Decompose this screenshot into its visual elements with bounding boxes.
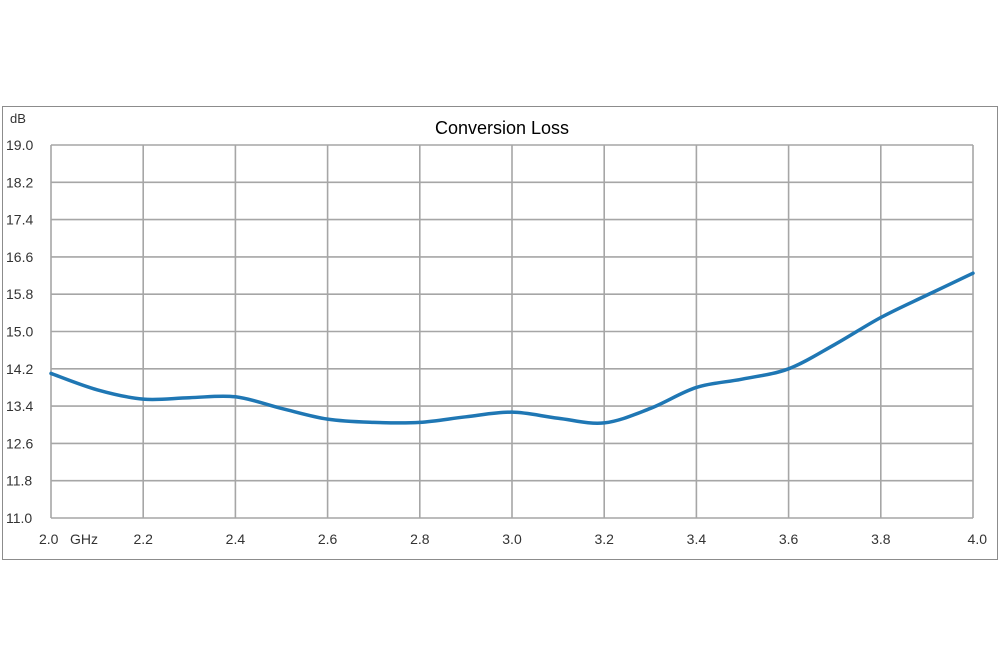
y-tick-label: 14.2: [6, 361, 33, 377]
chart-title: Conversion Loss: [435, 118, 569, 138]
y-tick-label: 11.8: [6, 473, 32, 489]
y-tick-label: 15.0: [6, 324, 33, 340]
y-tick-label: 17.4: [6, 212, 33, 228]
x-axis-unit: GHz: [70, 531, 98, 547]
x-tick-label: 2.4: [226, 531, 246, 547]
y-tick-label: 11.0: [6, 510, 32, 526]
x-tick-labels: 2.0 2.2 2.4 2.6 2.8 3.0 3.2 3.4 3.6 3.8 4.0: [39, 531, 987, 547]
x-tick-label: 2.8: [410, 531, 430, 547]
x-tick-label: 2.0: [39, 531, 59, 547]
y-tick-label: 15.8: [6, 286, 33, 302]
conversion-loss-chart: 19.0 18.2 17.4 16.6 15.8 15.0 14.2 13.4 12.6 11.8…: [6, 111, 987, 547]
x-tick-label: 3.0: [502, 531, 522, 547]
y-tick-labels: 19.0 18.2 17.4 16.6 15.8 15.0 14.2 13.4 12.6 11.8…: [6, 137, 33, 526]
x-tick-label: 3.4: [687, 531, 707, 547]
y-tick-label: 19.0: [6, 137, 33, 153]
x-tick-label: 4.0: [968, 531, 988, 547]
y-tick-label: 12.6: [6, 435, 33, 451]
y-tick-label: 18.2: [6, 174, 33, 190]
y-tick-label: 13.4: [6, 398, 33, 414]
x-tick-label: 3.6: [779, 531, 799, 547]
series-line: [49, 271, 975, 425]
grid: [50, 144, 974, 519]
y-axis-unit: dB: [10, 111, 26, 126]
x-tick-label: 3.2: [594, 531, 614, 547]
y-tick-label: 16.6: [6, 249, 33, 265]
x-tick-label: 2.6: [318, 531, 338, 547]
series-layer: [49, 271, 975, 425]
x-tick-label: 2.2: [133, 531, 153, 547]
x-tick-label: 3.8: [871, 531, 891, 547]
chart-frame: 19.0 18.2 17.4 16.6 15.8 15.0 14.2 13.4 12.6 11.8…: [2, 106, 998, 560]
